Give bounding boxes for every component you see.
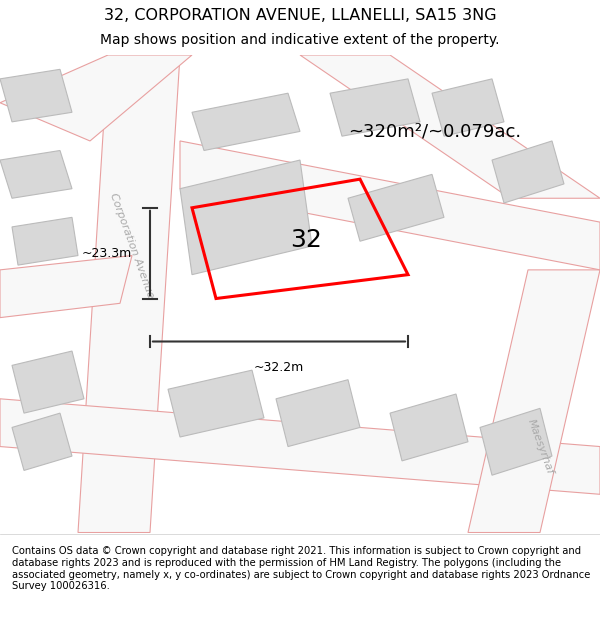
Polygon shape (12, 413, 72, 471)
Polygon shape (390, 394, 468, 461)
Polygon shape (492, 141, 564, 203)
Text: 32, CORPORATION AVENUE, LLANELLI, SA15 3NG: 32, CORPORATION AVENUE, LLANELLI, SA15 3… (104, 8, 496, 23)
Polygon shape (0, 55, 192, 141)
Polygon shape (12, 351, 84, 413)
Text: Maesyrhaf: Maesyrhaf (526, 418, 554, 476)
Text: ~320m²/~0.079ac.: ~320m²/~0.079ac. (348, 122, 521, 141)
Polygon shape (192, 93, 300, 151)
Polygon shape (468, 270, 600, 532)
Text: Map shows position and indicative extent of the property.: Map shows position and indicative extent… (100, 32, 500, 47)
Polygon shape (180, 160, 312, 274)
Polygon shape (12, 217, 78, 265)
Polygon shape (0, 69, 72, 122)
Text: ~32.2m: ~32.2m (254, 361, 304, 374)
Polygon shape (300, 55, 600, 198)
Polygon shape (330, 79, 420, 136)
Polygon shape (276, 380, 360, 446)
Polygon shape (168, 370, 264, 437)
Text: Contains OS data © Crown copyright and database right 2021. This information is : Contains OS data © Crown copyright and d… (12, 546, 590, 591)
Polygon shape (0, 151, 72, 198)
Text: Corporation Avenue: Corporation Avenue (108, 192, 156, 300)
Polygon shape (78, 55, 180, 532)
Text: 32: 32 (290, 228, 322, 252)
Text: ~23.3m: ~23.3m (82, 247, 132, 259)
Polygon shape (0, 399, 600, 494)
Polygon shape (432, 79, 504, 136)
Polygon shape (0, 256, 132, 318)
Polygon shape (348, 174, 444, 241)
Polygon shape (180, 141, 600, 270)
Polygon shape (480, 408, 552, 475)
